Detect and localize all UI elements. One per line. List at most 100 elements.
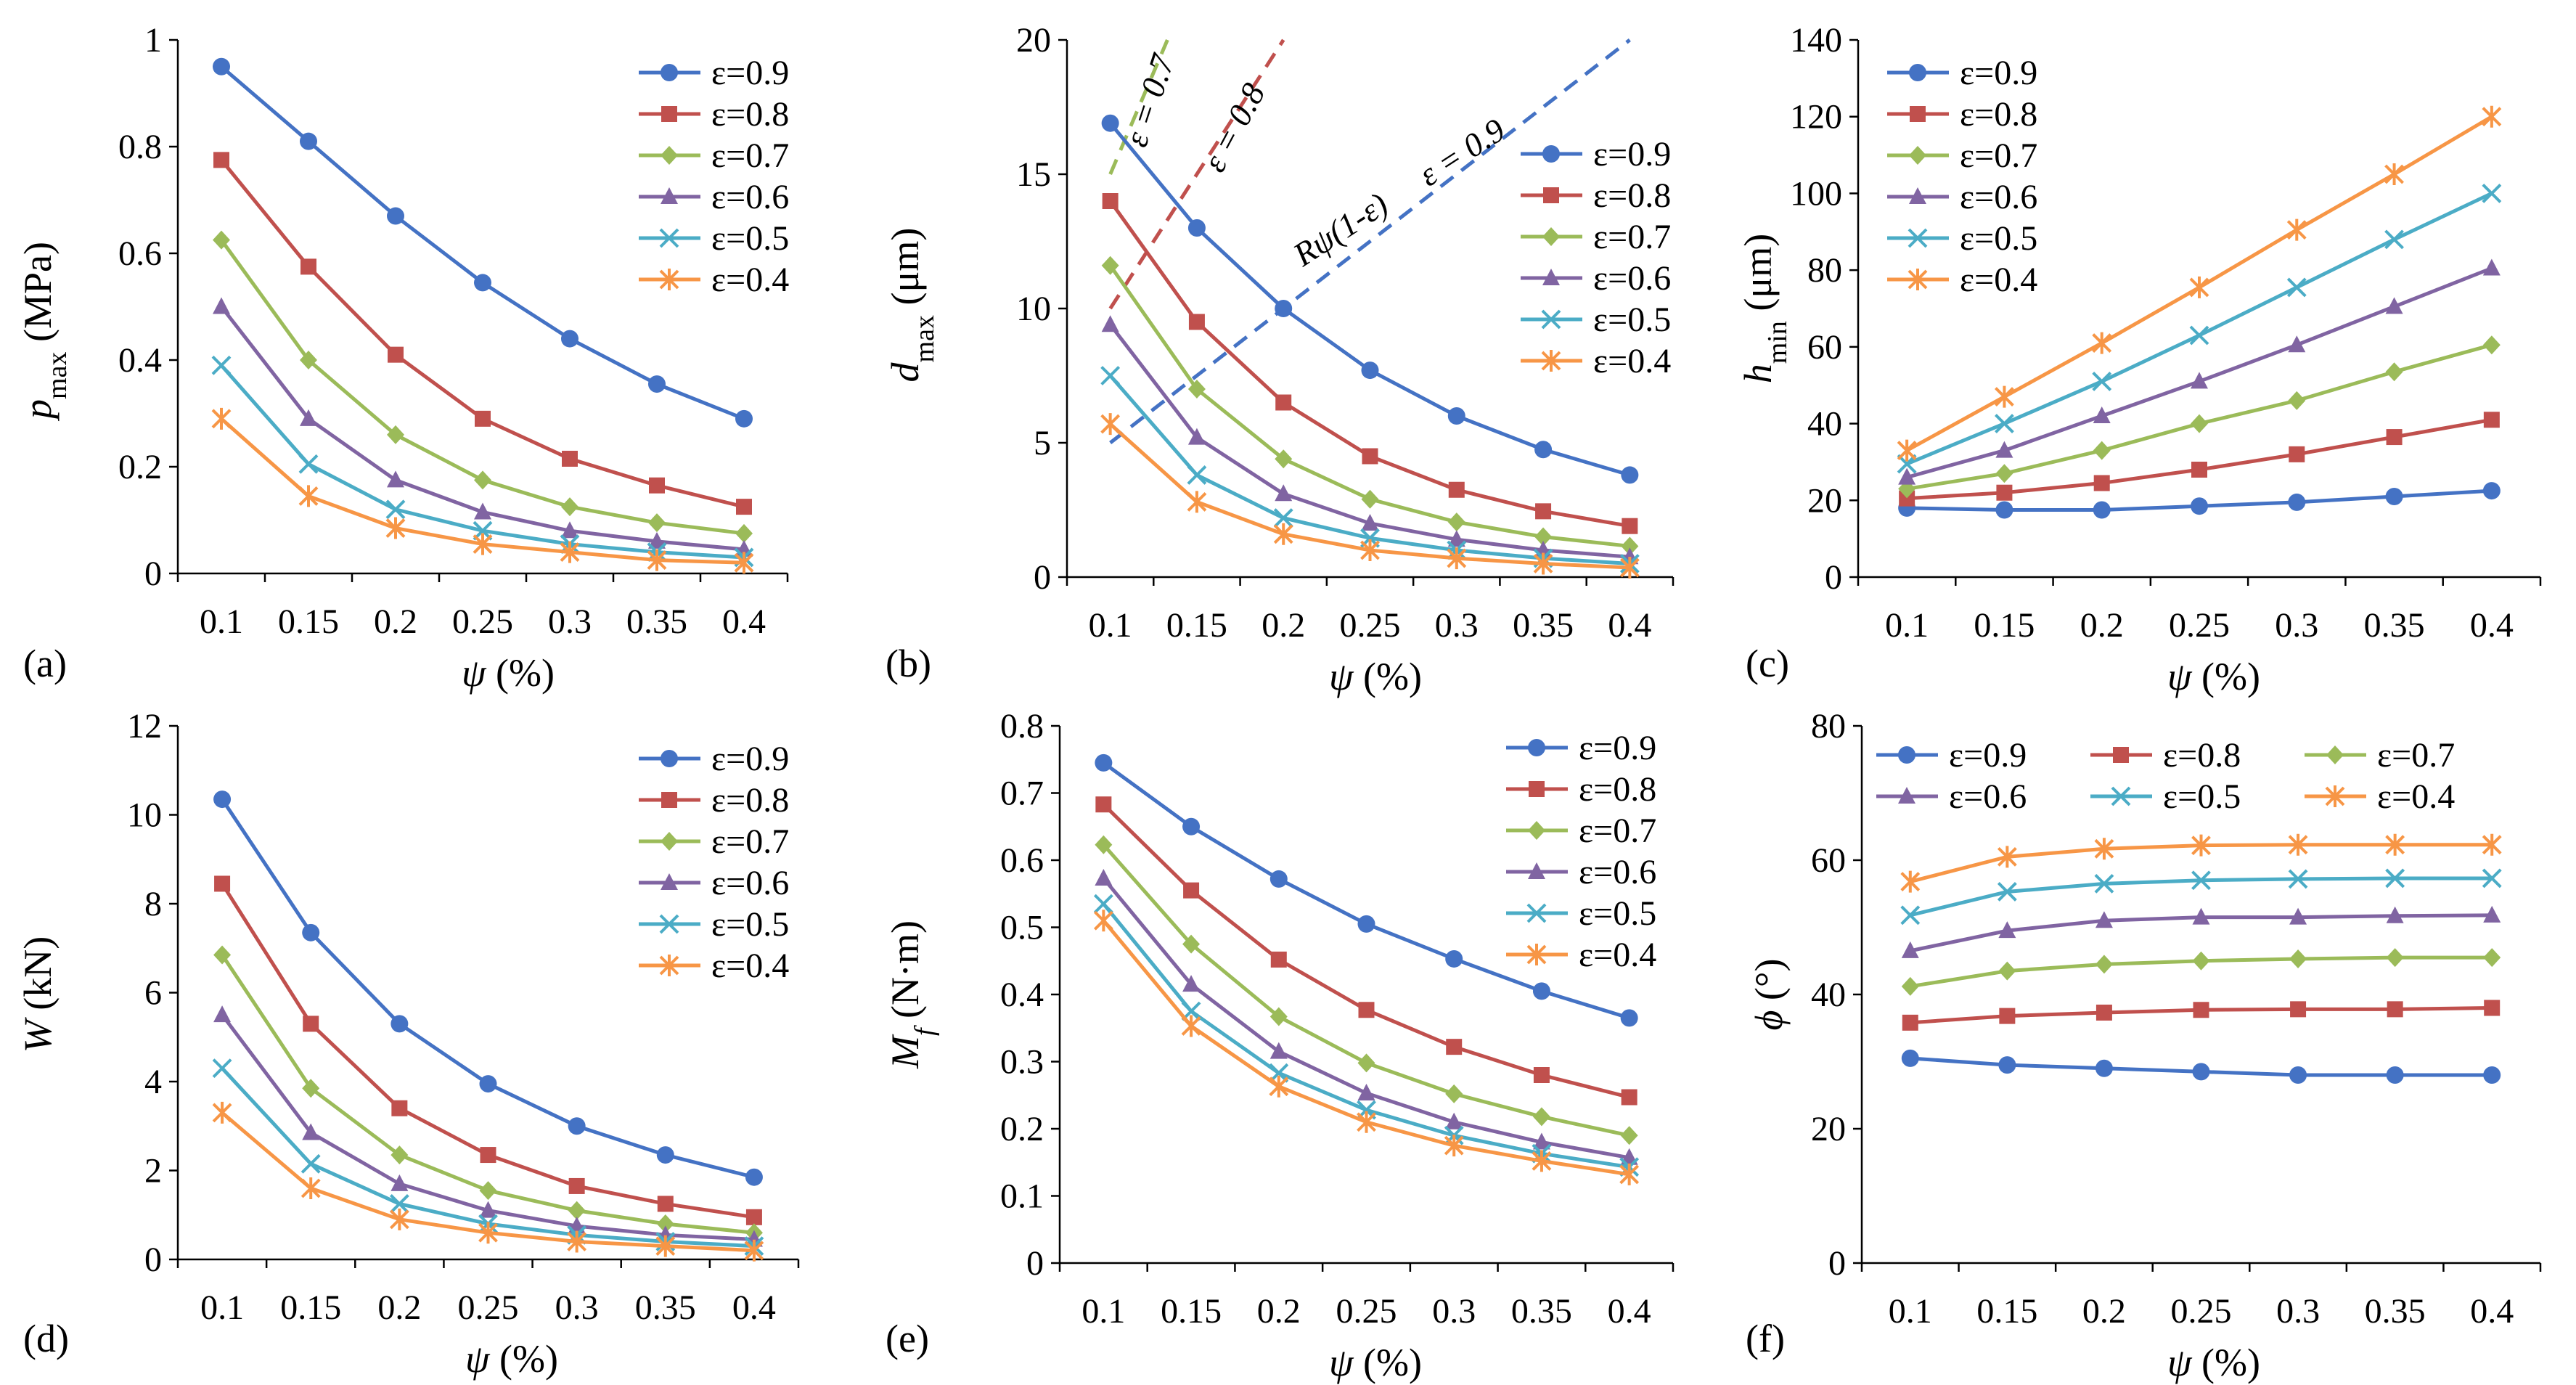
series-f-5	[1900, 833, 2502, 893]
series-c-3	[1898, 258, 2501, 485]
legend-label: ε=0.5	[1579, 894, 1656, 933]
series-line	[1102, 919, 1630, 1177]
data-point	[479, 1181, 497, 1201]
data-point	[561, 330, 578, 348]
legend-label: ε=0.7	[711, 136, 789, 175]
panel-f: 0 20 40 60 80 0.1 0.15 0.2 0.25 0.3 0.35 0.4 ψ (%) ϕ …	[1746, 707, 2542, 1384]
data-point	[385, 517, 406, 539]
data-point	[300, 351, 317, 369]
legend-marker	[1541, 309, 1561, 330]
data-point	[2094, 873, 2114, 894]
data-point	[1448, 481, 1465, 498]
series-a-5	[211, 407, 754, 574]
data-point	[1273, 523, 1293, 545]
data-point	[1998, 921, 2016, 939]
legend-b: ε=0.9ε=0.8ε=0.7ε=0.6ε=0.5ε=0.4	[1521, 135, 1671, 380]
data-point	[745, 1209, 762, 1225]
x-tick-label: 0.25	[2169, 606, 2230, 645]
legend-label: ε=0.5	[711, 219, 789, 258]
data-point	[561, 521, 578, 539]
legend-marker	[1898, 787, 1915, 804]
x-tick-label: 0.25	[2171, 1292, 2232, 1331]
x-axis-label-c: ψ (%)	[2167, 655, 2260, 698]
data-point	[568, 1177, 585, 1194]
data-point	[1357, 915, 1375, 933]
data-point	[2387, 1001, 2403, 1018]
panel-c: 0 20 40 60 80 100 120 140 0.1 0.15 0.2 0.25 0.3 0.35 0…	[1736, 21, 2542, 698]
legend-label: ε=0.8	[1579, 770, 1656, 809]
legend-marker	[1543, 187, 1559, 203]
data-point	[2288, 869, 2308, 889]
data-point	[213, 790, 232, 809]
data-point	[2289, 1066, 2307, 1084]
y-tick-label: 2	[144, 1152, 162, 1190]
data-point	[2386, 429, 2403, 446]
data-point	[2482, 335, 2501, 355]
series-d-1	[214, 875, 762, 1225]
y-tick-label: 80	[1811, 707, 1846, 745]
data-point	[2191, 870, 2211, 891]
data-point	[2191, 497, 2208, 515]
data-point	[2191, 834, 2211, 857]
y-axis-label-b-symbol: d	[883, 361, 927, 382]
data-point	[385, 499, 406, 520]
data-point	[1534, 527, 1553, 547]
series-f-3	[1901, 905, 2501, 958]
legend-label: ε=0.9	[711, 54, 789, 92]
data-point	[1095, 753, 1113, 772]
x-tick-label: 0.35	[635, 1288, 696, 1327]
data-point	[2192, 951, 2210, 971]
legend-label: ε=0.6	[1593, 259, 1671, 298]
x-axis-label-e: ψ (%)	[1329, 1341, 1422, 1384]
panel-label-a: (a)	[23, 642, 67, 685]
x-tick-label: 0.4	[1608, 606, 1651, 645]
data-point	[1901, 941, 1919, 958]
x-axis-label-c-unit: (%)	[2192, 655, 2260, 698]
x-tick-label: 0.4	[2470, 606, 2514, 645]
data-point	[1181, 1015, 1201, 1037]
x-tick-label: 0.1	[1081, 1292, 1125, 1331]
data-point	[1620, 1126, 1638, 1145]
series-e-2	[1095, 835, 1638, 1145]
data-point	[735, 523, 753, 543]
data-point	[656, 1214, 674, 1233]
data-point	[2192, 907, 2210, 925]
legend-label: ε=0.9	[1949, 736, 2027, 775]
panel-d: 0 2 4 6 8 10 12 0.1 0.15 0.2 0.25 0.3 0.35 0.4 ψ (%) W …	[16, 707, 800, 1381]
x-axis-label-d-symbol: ψ	[465, 1337, 491, 1381]
data-point	[1897, 439, 1917, 462]
x-tick-label: 0.2	[1262, 606, 1305, 645]
legend-marker	[661, 792, 677, 808]
y-tick-label: 100	[1790, 174, 1842, 213]
data-point	[1447, 547, 1467, 570]
data-point	[561, 497, 578, 517]
x-tick-label: 0.3	[1432, 1292, 1476, 1331]
legend-label: ε=0.7	[1579, 812, 1656, 850]
y-axis-label-e-unit: (N·m)	[883, 920, 927, 1028]
data-point	[735, 409, 753, 428]
data-point	[1532, 1107, 1550, 1127]
data-point	[303, 1016, 319, 1032]
y-tick-label: 0.6	[118, 234, 162, 273]
y-tick-label: 12	[127, 707, 162, 745]
data-point	[1187, 491, 1207, 513]
data-point	[1445, 949, 1463, 968]
data-point	[213, 297, 230, 314]
data-point	[388, 346, 404, 363]
x-axis-label-d-unit: (%)	[490, 1337, 558, 1381]
data-point	[648, 375, 666, 393]
data-point	[1996, 484, 2013, 501]
data-point	[1532, 1150, 1552, 1172]
data-point	[2384, 229, 2404, 250]
data-point	[1619, 1163, 1640, 1185]
series-a-2	[213, 230, 753, 543]
data-point	[1900, 870, 1921, 893]
data-point	[391, 1145, 409, 1165]
data-point	[1182, 975, 1201, 992]
legend-label: ε=0.4	[711, 261, 789, 299]
data-point	[300, 258, 316, 275]
data-point	[1447, 530, 1465, 547]
legend-marker	[1542, 227, 1560, 246]
data-point	[1102, 193, 1119, 209]
legend-marker	[659, 228, 679, 248]
